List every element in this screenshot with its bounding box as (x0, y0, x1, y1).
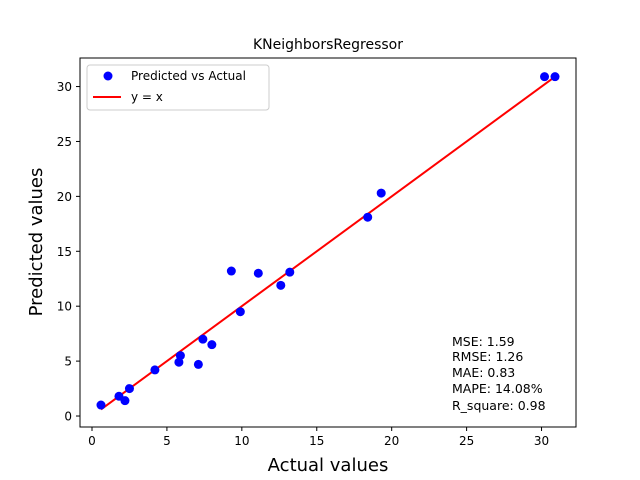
scatter-point (276, 280, 286, 290)
scatter-point (193, 359, 203, 369)
scatter-point (198, 334, 208, 344)
x-tick-label: 20 (384, 434, 399, 448)
y-axis-label: Predicted values (26, 168, 47, 317)
metrics-annotation: MSE: 1.59 RMSE: 1.26 MAE: 0.83 MAPE: 14.… (452, 334, 546, 413)
y-tick-label: 15 (57, 245, 72, 259)
y-tick-label: 5 (64, 355, 72, 369)
metric-mse: MSE: 1.59 (452, 334, 515, 349)
y-tick-label: 25 (57, 135, 72, 149)
plot-frame (79, 57, 577, 428)
y-tick-label: 20 (57, 190, 72, 204)
scatter-point (96, 400, 106, 410)
metric-r-square: R_square: 0.98 (452, 398, 546, 413)
legend-scatter-marker (103, 71, 113, 81)
y-tick-label: 10 (57, 300, 72, 314)
scatter-point (285, 267, 295, 277)
y-axis-ticks: 0 5 10 15 20 25 30 (57, 80, 80, 424)
scatter-point (363, 212, 373, 222)
scatter-point (150, 365, 160, 375)
chart-title: KNeighborsRegressor (253, 37, 403, 53)
legend-label-line: y = x (131, 90, 163, 104)
y-tick-label: 0 (64, 410, 72, 424)
y-tick-label: 30 (57, 80, 72, 94)
x-tick-label: 5 (163, 434, 171, 448)
scatter-point (235, 307, 245, 317)
scatter-point (124, 384, 134, 394)
scatter-point (376, 188, 386, 198)
legend-label-scatter: Predicted vs Actual (131, 69, 246, 83)
legend-box (86, 64, 270, 111)
x-tick-label: 10 (234, 434, 249, 448)
x-tick-label: 0 (88, 434, 96, 448)
scatter-point (175, 351, 185, 361)
x-tick-label: 25 (459, 434, 474, 448)
scatter-points (96, 72, 560, 410)
scatter-point (120, 396, 130, 406)
scatter-point (253, 268, 263, 278)
scatter-point (207, 340, 217, 350)
metric-rmse: RMSE: 1.26 (452, 349, 523, 364)
x-tick-label: 30 (534, 434, 549, 448)
x-axis-ticks: 0 5 10 15 20 25 30 (88, 427, 549, 448)
legend: Predicted vs Actual y = x (86, 64, 270, 111)
scatter-point (540, 72, 550, 82)
scatter-point (550, 72, 560, 82)
metric-mape: MAPE: 14.08% (452, 381, 543, 396)
scatter-point (226, 266, 236, 276)
x-axis-label: Actual values (268, 455, 389, 476)
x-tick-label: 15 (309, 434, 324, 448)
metric-mae: MAE: 0.83 (452, 365, 515, 380)
